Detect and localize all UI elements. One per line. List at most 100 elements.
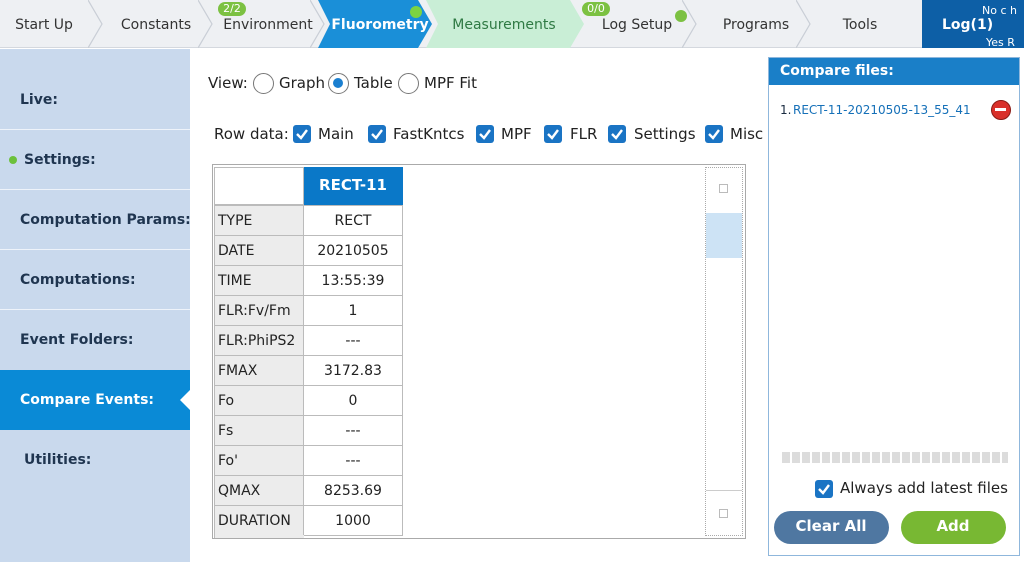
checkbox[interactable]: [476, 125, 494, 143]
status-dot: [675, 10, 687, 22]
tab-label: Environment: [223, 17, 313, 33]
radio[interactable]: [398, 73, 419, 94]
radio[interactable]: [253, 73, 274, 94]
badge-text: 0/0: [587, 2, 605, 15]
sidebar: [0, 49, 190, 562]
tab-label: Measurements: [452, 17, 556, 33]
tab-separator: [310, 0, 325, 48]
check-mark: [611, 129, 623, 140]
status-dot: [410, 6, 422, 18]
table-corner: [214, 167, 304, 205]
checkbox-label[interactable]: Settings: [634, 125, 696, 143]
table-cell: [303, 325, 403, 356]
row-value: 13:55:39: [321, 273, 385, 289]
table-cell: [214, 205, 304, 236]
table-cell: [303, 415, 403, 446]
tab-separator: [682, 0, 697, 48]
row-label: TIME: [218, 273, 252, 289]
radio-label[interactable]: Table: [354, 74, 393, 92]
table-cell: [214, 535, 304, 538]
tab-badge: 2/2: [218, 2, 246, 16]
table-cell: [214, 415, 304, 446]
sidebar-active: [0, 370, 190, 430]
table-cell: [214, 265, 304, 296]
add-text[interactable]: Add: [936, 517, 970, 535]
row-label: FLR:Fv/Fm: [218, 303, 291, 319]
tab-label: Start Up: [15, 17, 73, 33]
view-label: View:: [208, 74, 248, 92]
table-cell: [303, 205, 403, 236]
sidebar-divider: [0, 189, 190, 190]
remove-icon[interactable]: [991, 100, 1011, 120]
checkbox[interactable]: [608, 125, 626, 143]
check-mark: [818, 484, 830, 495]
radio-dot: [333, 78, 343, 88]
sidebar-item[interactable]: Utilities:: [24, 452, 92, 468]
tab-label: Constants: [120, 17, 192, 33]
sidebar-item[interactable]: Settings:: [24, 152, 96, 168]
row-label: QMAX: [218, 483, 261, 499]
row-value: RECT: [334, 213, 372, 229]
check-mark: [479, 129, 491, 140]
table-cell: [303, 295, 403, 326]
checkbox[interactable]: [815, 480, 833, 498]
checkbox[interactable]: [544, 125, 562, 143]
checkbox-label[interactable]: Misc: [730, 125, 764, 143]
row-value: ---: [345, 453, 361, 469]
checkbox[interactable]: [705, 125, 723, 143]
compare-title: Compare files:: [780, 63, 894, 79]
table-cell: [214, 355, 304, 386]
clear-button[interactable]: [774, 511, 889, 544]
row-label: Fo: [218, 393, 235, 409]
sidebar-item[interactable]: Computations:: [20, 272, 136, 288]
table-cell: [214, 295, 304, 326]
checkbox-label[interactable]: MPF: [501, 125, 532, 143]
nav-tab[interactable]: [426, 0, 584, 48]
row-value: ---: [345, 423, 361, 439]
check-mark: [296, 129, 308, 140]
checkbox[interactable]: [368, 125, 386, 143]
table-cell: [303, 355, 403, 386]
tab-label: Log Setup: [601, 17, 673, 33]
table-header: [304, 167, 403, 205]
checkbox-label[interactable]: FLR: [570, 125, 598, 143]
table-cell: [214, 325, 304, 356]
radio-label[interactable]: Graph: [279, 74, 326, 92]
clear-text[interactable]: Clear All: [795, 517, 867, 535]
row-value: 3172.83: [324, 363, 382, 379]
log-label: Log(1): [942, 17, 994, 33]
active-notch: [180, 390, 190, 410]
checkbox-label[interactable]: FastKntcs: [393, 125, 465, 143]
always-label[interactable]: Always add latest files: [840, 479, 1008, 497]
sidebar-divider: [0, 249, 190, 250]
sidebar-item[interactable]: Event Folders:: [20, 332, 134, 348]
radio[interactable]: [328, 73, 349, 94]
sidebar-divider: [0, 309, 190, 310]
add-button[interactable]: [901, 511, 1006, 544]
row-value: ---: [345, 333, 361, 349]
compare-panel: [768, 57, 1020, 556]
scroll-button[interactable]: [719, 184, 728, 193]
file-name[interactable]: RECT-11-20210505-13_55_41: [793, 103, 971, 117]
sidebar-divider: [0, 129, 190, 130]
tab-separator: [796, 0, 811, 48]
scroll-button[interactable]: [719, 509, 728, 518]
remove-bar: [995, 108, 1006, 111]
sidebar-item[interactable]: Live:: [20, 92, 58, 108]
checkbox[interactable]: [293, 125, 311, 143]
file-number: 1.: [780, 103, 792, 117]
radio-label[interactable]: MPF Fit: [424, 74, 477, 92]
sidebar-item[interactable]: Compare Events:: [20, 392, 154, 408]
log-status: No c h: [982, 4, 1017, 17]
sidebar-item[interactable]: Computation Params:: [20, 212, 191, 228]
scroll-thumb[interactable]: [706, 213, 742, 258]
table-cell: [303, 505, 403, 536]
checkbox-label[interactable]: Main: [318, 125, 354, 143]
table-cell: [303, 445, 403, 476]
tab-badge: 0/0: [582, 2, 610, 16]
row-value: 20210505: [317, 243, 389, 259]
check-mark: [708, 129, 720, 140]
row-label: DURATION: [218, 513, 291, 529]
tab-label: Tools: [842, 17, 878, 33]
log-tab[interactable]: [922, 0, 1024, 48]
